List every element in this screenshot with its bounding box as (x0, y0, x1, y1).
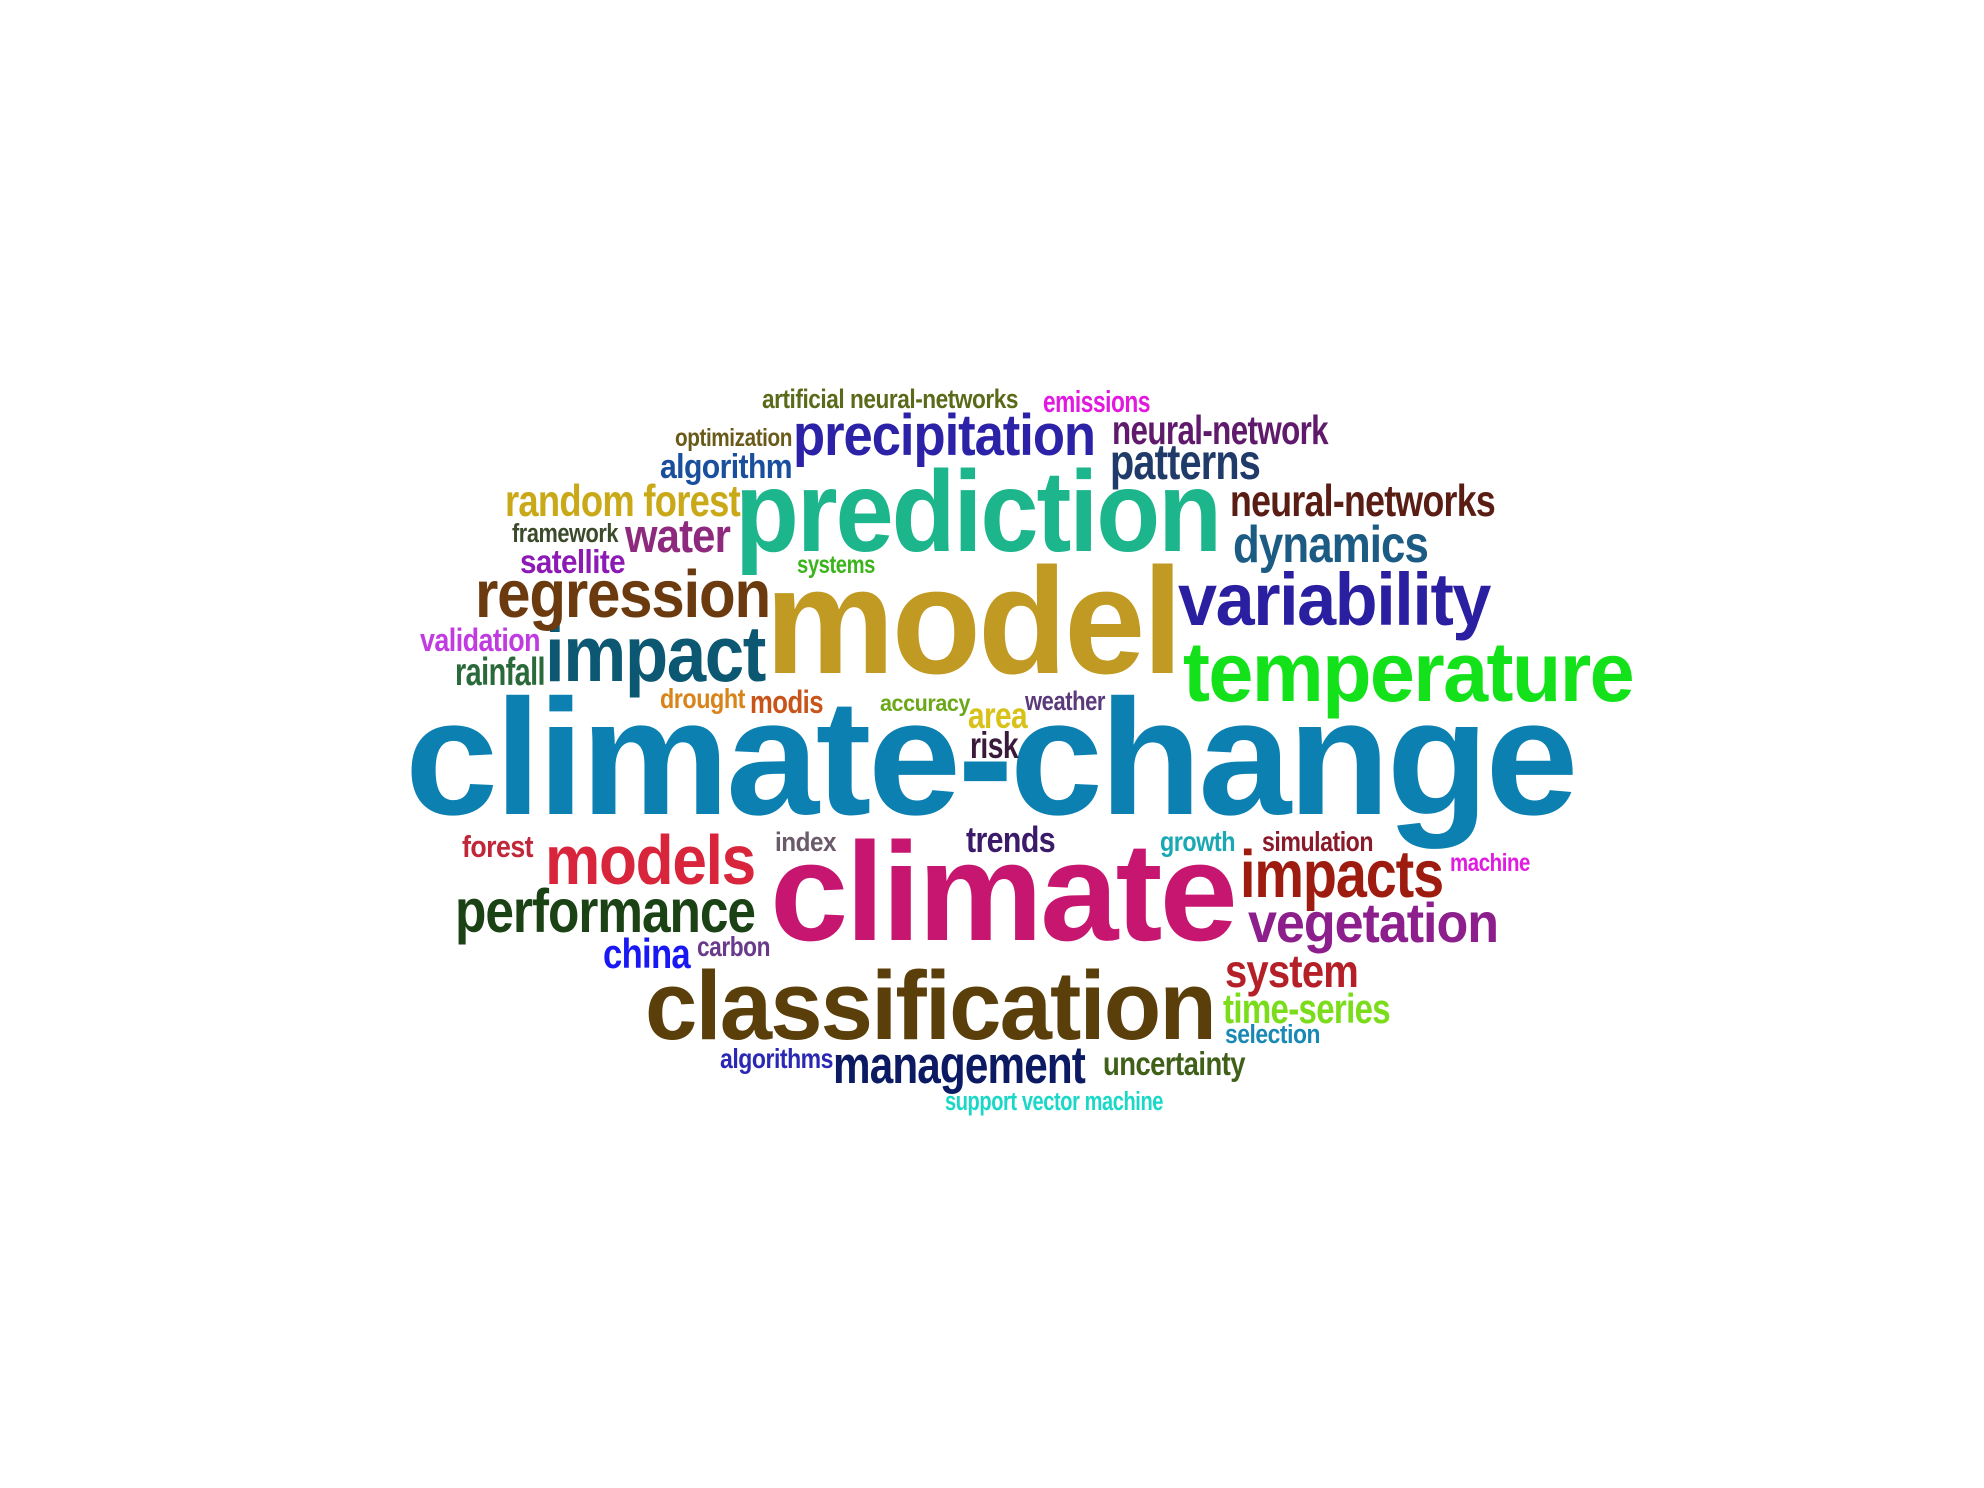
word-patterns: patterns (1110, 432, 1261, 490)
word-selection: selection (1225, 1021, 1321, 1050)
word-neural-networks: neural-networks (1230, 476, 1496, 527)
word-classification: classification (645, 951, 1217, 1061)
word-time-series: time-series (1223, 984, 1391, 1032)
word-random-forest: random forest (505, 476, 741, 527)
word-dynamics: dynamics (1233, 514, 1429, 573)
word-impact: impact (545, 610, 766, 699)
word-variability: variability (1178, 557, 1491, 641)
word-drought: drought (660, 683, 745, 715)
word-support-vector-machine: support vector machine (945, 1088, 1164, 1117)
word-modis: modis (750, 684, 824, 721)
word-weather: weather (1025, 686, 1106, 717)
word-risk: risk (970, 724, 1019, 766)
word-neural-network: neural-network (1112, 406, 1329, 453)
word-regression: regression (475, 556, 771, 632)
word-water: water (625, 509, 731, 563)
word-impacts: impacts (1240, 836, 1444, 912)
word-models: models (545, 820, 756, 899)
word-optimization: optimization (675, 424, 793, 452)
word-index: index (775, 827, 837, 858)
word-validation: validation (420, 622, 541, 659)
word-prediction: prediction (735, 448, 1222, 577)
word-trends: trends (966, 819, 1056, 860)
word-performance: performance (455, 877, 756, 947)
word-accuracy: accuracy (880, 689, 971, 716)
word-precipitation: precipitation (793, 402, 1096, 468)
word-area: area (968, 694, 1028, 736)
word-emissions: emissions (1043, 386, 1150, 420)
word-simulation: simulation (1262, 826, 1374, 858)
word-uncertainty: uncertainty (1103, 1045, 1246, 1083)
word-algorithm: algorithm (660, 447, 793, 486)
word-climate: climate (770, 812, 1238, 970)
word-artificial-neural-networks: artificial neural-networks (762, 384, 1018, 415)
word-growth: growth (1160, 826, 1236, 858)
word-systems: systems (797, 551, 876, 579)
word-china: china (603, 929, 691, 977)
word-temperature: temperature (1183, 624, 1635, 719)
word-satellite: satellite (520, 543, 626, 581)
word-algorithms: algorithms (720, 1043, 833, 1075)
word-climate-change: climate-change (405, 665, 1578, 850)
word-system: system (1225, 945, 1359, 998)
word-machine: machine (1450, 849, 1531, 877)
word-rainfall: rainfall (455, 650, 546, 694)
word-framework: framework (512, 520, 619, 549)
word-model: model (765, 536, 1183, 706)
word-carbon: carbon (697, 931, 770, 963)
word-vegetation: vegetation (1248, 890, 1499, 954)
word-management: management (833, 1035, 1086, 1095)
word-forest: forest (462, 831, 534, 865)
